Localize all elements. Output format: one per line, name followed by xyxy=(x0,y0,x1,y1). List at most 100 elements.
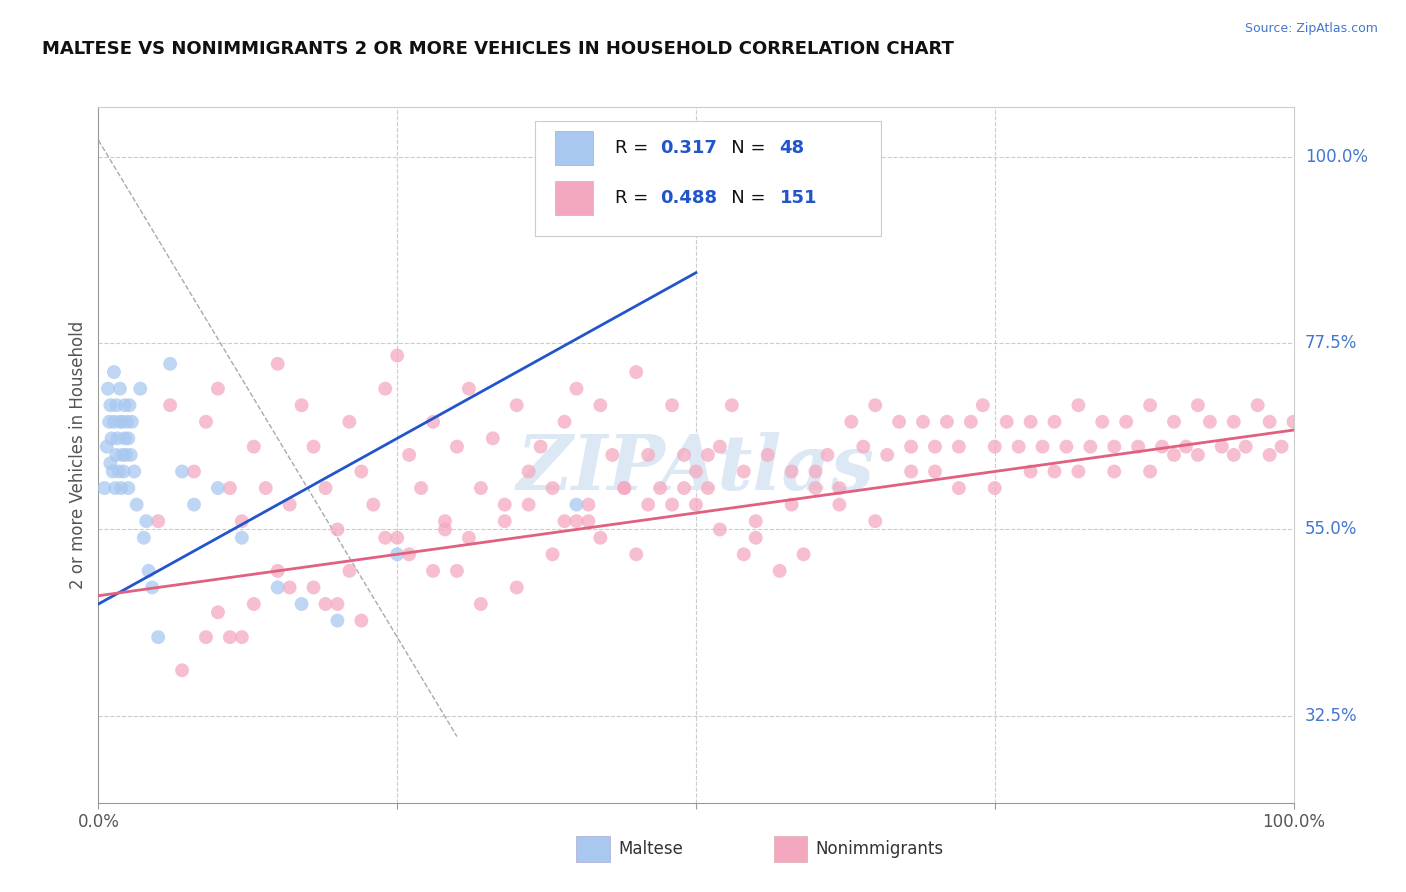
Point xyxy=(159,398,181,412)
Point xyxy=(863,398,886,412)
Point xyxy=(194,415,217,429)
Point xyxy=(254,481,277,495)
Point xyxy=(290,398,312,412)
Point xyxy=(733,465,755,479)
Point xyxy=(141,581,163,595)
FancyBboxPatch shape xyxy=(555,131,593,165)
Point xyxy=(911,415,934,429)
Point xyxy=(290,597,312,611)
Point xyxy=(565,382,588,396)
Point xyxy=(554,514,576,528)
Point xyxy=(446,564,468,578)
Point xyxy=(1054,440,1078,454)
Point xyxy=(1271,440,1294,454)
Point xyxy=(745,531,768,545)
Point xyxy=(1128,440,1150,454)
Point xyxy=(661,498,683,512)
Point xyxy=(363,498,385,512)
Point xyxy=(1150,440,1173,454)
Point xyxy=(108,415,131,429)
Point xyxy=(107,431,129,445)
Point xyxy=(105,448,128,462)
Point xyxy=(118,398,141,412)
Point xyxy=(648,481,672,495)
Point xyxy=(231,531,253,545)
Point xyxy=(589,531,612,545)
Point xyxy=(243,440,266,454)
Point xyxy=(219,481,242,495)
Point xyxy=(385,531,409,545)
Point xyxy=(1067,465,1090,479)
Point xyxy=(1043,415,1066,429)
Point xyxy=(458,382,481,396)
Point xyxy=(129,382,152,396)
Point xyxy=(1007,440,1029,454)
Point xyxy=(101,465,124,479)
Point xyxy=(93,481,115,495)
Point xyxy=(103,365,125,379)
Point xyxy=(326,523,349,537)
Point xyxy=(243,597,266,611)
Point xyxy=(433,514,456,528)
Point xyxy=(159,357,181,371)
Point xyxy=(624,547,647,561)
Point xyxy=(1222,448,1246,462)
Point xyxy=(804,481,827,495)
Point xyxy=(148,630,170,644)
Point xyxy=(506,398,529,412)
Point xyxy=(108,382,131,396)
Point xyxy=(114,398,136,412)
Point xyxy=(852,440,875,454)
Text: 0.488: 0.488 xyxy=(661,189,717,207)
Point xyxy=(828,498,851,512)
Point xyxy=(1258,415,1281,429)
Point xyxy=(1234,440,1257,454)
Point xyxy=(541,481,564,495)
Point xyxy=(207,605,229,619)
Point xyxy=(117,481,139,495)
Point xyxy=(624,365,647,379)
Point xyxy=(768,564,790,578)
Text: 100.0%: 100.0% xyxy=(1305,148,1368,166)
Point xyxy=(302,440,325,454)
Point xyxy=(1032,440,1054,454)
Point xyxy=(1019,465,1042,479)
Point xyxy=(105,398,128,412)
Point xyxy=(721,398,744,412)
Point xyxy=(815,448,838,462)
Point xyxy=(972,398,994,412)
Point xyxy=(433,523,456,537)
Point xyxy=(231,514,253,528)
Point xyxy=(576,498,599,512)
Text: 32.5%: 32.5% xyxy=(1305,706,1357,725)
Point xyxy=(315,481,337,495)
Point xyxy=(278,581,301,595)
Point xyxy=(231,630,253,644)
Point xyxy=(120,448,142,462)
Point xyxy=(1187,448,1209,462)
Point xyxy=(194,630,217,644)
Point xyxy=(350,465,373,479)
Point xyxy=(745,514,768,528)
Point xyxy=(183,465,205,479)
Point xyxy=(1043,465,1066,479)
Point xyxy=(481,431,505,445)
Text: 48: 48 xyxy=(779,139,804,157)
Point xyxy=(111,448,134,462)
Point xyxy=(1139,398,1161,412)
Point xyxy=(337,564,360,578)
Point xyxy=(541,547,564,561)
Text: N =: N = xyxy=(714,189,770,207)
Point xyxy=(446,440,468,454)
Point xyxy=(637,448,659,462)
Point xyxy=(1163,415,1185,429)
Point xyxy=(302,581,325,595)
Text: R =: R = xyxy=(614,139,654,157)
Text: Nonimmigrants: Nonimmigrants xyxy=(815,840,943,858)
FancyBboxPatch shape xyxy=(773,836,807,862)
Point xyxy=(900,440,922,454)
Point xyxy=(995,415,1018,429)
Point xyxy=(207,382,229,396)
FancyBboxPatch shape xyxy=(534,121,882,235)
Point xyxy=(554,415,576,429)
